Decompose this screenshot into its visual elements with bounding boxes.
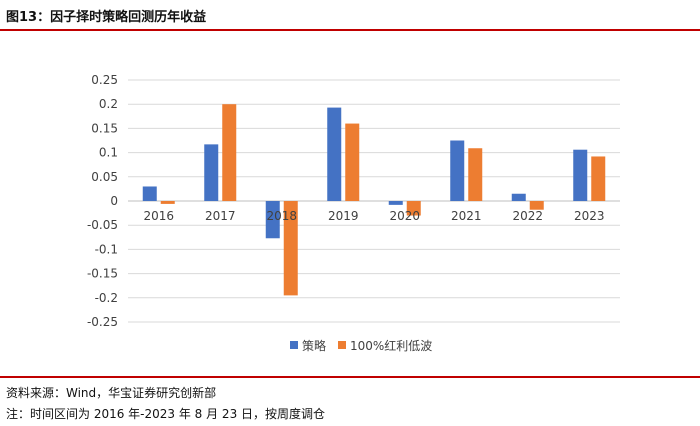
bar-dividend-lowvol-2018 xyxy=(283,201,298,296)
y-tick-label: 0.25 xyxy=(91,73,118,87)
bar-dividend-lowvol-2020 xyxy=(406,201,421,216)
bars xyxy=(142,104,606,296)
x-tick-label: 2016 xyxy=(143,209,174,223)
bar-strategy-2020 xyxy=(388,201,403,205)
y-tick-label: 0 xyxy=(110,194,118,208)
legend-swatch-strategy xyxy=(290,341,298,349)
bar-strategy-2023 xyxy=(573,149,588,201)
y-tick-label: 0.1 xyxy=(99,146,118,160)
grid-lines xyxy=(128,79,620,323)
figure-title: 图13：因子择时策略回测历年收益 xyxy=(6,10,207,25)
x-tick-labels: 2016 2017 2018 2019 2020 2021 2022 2023 xyxy=(143,209,604,223)
footer-rule xyxy=(0,376,700,378)
x-tick-label: 2022 xyxy=(512,209,543,223)
x-tick-label: 2021 xyxy=(451,209,482,223)
period-note: 注：时间区间为 2016 年-2023 年 8 月 23 日，按周度调仓 xyxy=(6,407,326,421)
bar-strategy-2018 xyxy=(265,201,280,239)
bar-strategy-2019 xyxy=(327,107,342,201)
bar-dividend-lowvol-2023 xyxy=(591,156,606,201)
bar-dividend-lowvol-2021 xyxy=(468,148,483,201)
x-tick-label: 2020 xyxy=(389,209,420,223)
source-note: 资料来源：Wind，华宝证券研究创新部 xyxy=(6,386,217,400)
y-tick-label: -0.1 xyxy=(95,242,118,256)
x-tick-label: 2019 xyxy=(328,209,359,223)
bar-strategy-2021 xyxy=(450,140,465,201)
bar-dividend-lowvol-2016 xyxy=(160,201,175,204)
bar-dividend-lowvol-2017 xyxy=(222,104,237,201)
bar-dividend-lowvol-2022 xyxy=(529,201,544,210)
x-tick-label: 2018 xyxy=(266,209,297,223)
legend-label: 策略 xyxy=(302,338,326,353)
y-tick-label: -0.25 xyxy=(87,315,118,329)
legend-label: 100%红利低波 xyxy=(350,338,432,353)
y-tick-label: 0.15 xyxy=(91,121,118,135)
bar-strategy-2016 xyxy=(142,186,157,201)
y-tick-label: -0.15 xyxy=(87,267,118,281)
y-tick-label: -0.2 xyxy=(95,291,118,305)
bar-dividend-lowvol-2019 xyxy=(345,123,360,201)
y-tick-label: 0.2 xyxy=(99,97,118,111)
legend-swatch-dividend-lowvol xyxy=(338,341,346,349)
y-tick-label: -0.05 xyxy=(87,218,118,232)
bar-strategy-2017 xyxy=(204,144,219,201)
x-tick-label: 2017 xyxy=(205,209,236,223)
y-tick-label: 0.05 xyxy=(91,170,118,184)
y-tick-labels: 0.25 0.2 0.15 0.1 0.05 0 -0.05 -0.1 -0.15 -0.2 -0.… xyxy=(87,73,118,329)
legend: 策略 100%红利低波 xyxy=(290,338,432,353)
x-tick-label: 2023 xyxy=(574,209,605,223)
title-rule xyxy=(0,29,700,31)
bar-strategy-2022 xyxy=(511,193,526,201)
